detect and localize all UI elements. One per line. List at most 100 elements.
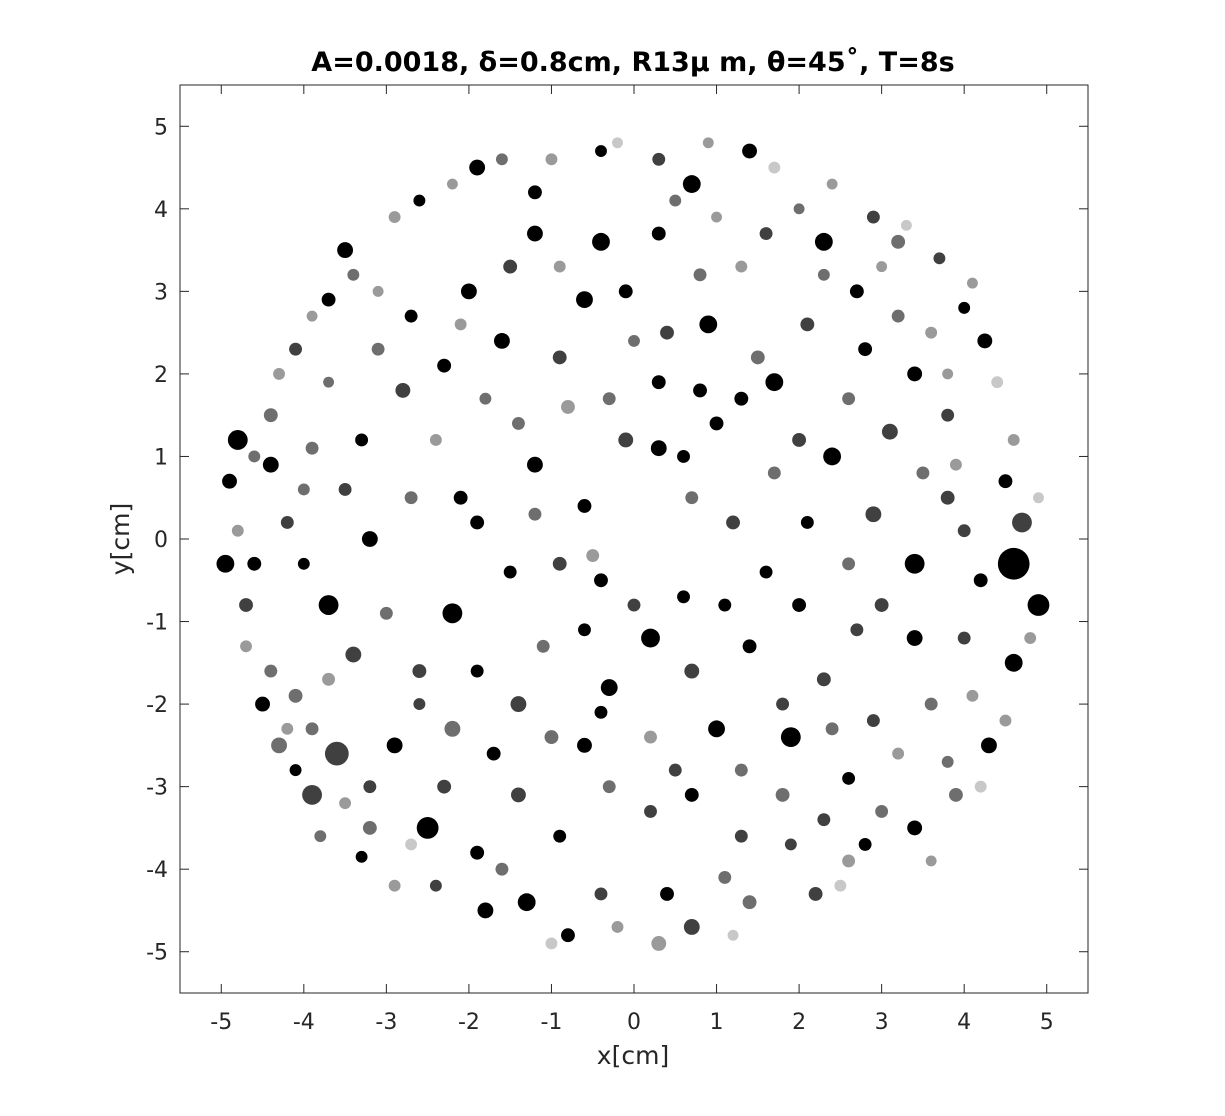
- data-point: [924, 697, 938, 711]
- data-point: [446, 178, 458, 190]
- data-point: [280, 516, 294, 529]
- data-point: [437, 358, 452, 373]
- data-point: [973, 573, 988, 588]
- data-point: [768, 161, 781, 174]
- data-point: [792, 598, 807, 612]
- data-point: [271, 737, 287, 754]
- data-point: [651, 226, 666, 241]
- chart-title: A=0.0018, δ=0.8cm, R13μ m, θ=45˚, T=8s: [311, 47, 954, 78]
- data-point: [800, 317, 815, 332]
- y-tick-label: 0: [154, 528, 168, 553]
- data-point: [216, 554, 235, 573]
- data-point: [479, 392, 492, 405]
- data-point: [429, 879, 442, 892]
- data-point: [858, 342, 873, 357]
- data-point: [545, 937, 558, 950]
- data-point: [460, 283, 477, 300]
- data-point: [668, 763, 682, 777]
- data-point: [240, 640, 252, 653]
- y-tick-label: 4: [154, 198, 168, 223]
- data-point: [302, 784, 322, 805]
- data-point: [527, 456, 543, 473]
- y-tick-label: 5: [154, 115, 168, 140]
- data-point: [800, 516, 814, 529]
- data-point: [527, 225, 543, 242]
- data-point: [517, 893, 536, 912]
- data-point: [784, 838, 797, 851]
- data-point: [711, 211, 722, 223]
- data-point: [263, 408, 278, 423]
- data-point: [528, 507, 542, 521]
- data-point: [866, 210, 880, 224]
- data-point: [248, 450, 261, 463]
- data-point: [371, 342, 385, 356]
- data-point: [503, 259, 518, 274]
- data-point: [305, 441, 319, 455]
- data-point: [281, 722, 294, 735]
- data-point: [849, 284, 864, 299]
- data-point: [553, 260, 566, 273]
- data-point: [594, 887, 608, 901]
- data-point: [379, 606, 393, 620]
- data-point: [734, 829, 748, 843]
- data-point: [734, 391, 749, 406]
- data-point: [288, 688, 303, 703]
- data-point: [958, 301, 971, 314]
- data-point: [442, 603, 463, 624]
- data-point: [650, 440, 667, 457]
- data-point: [314, 830, 327, 843]
- data-point: [323, 376, 335, 388]
- data-point: [470, 845, 485, 860]
- data-point: [817, 813, 831, 827]
- data-point: [345, 646, 362, 663]
- data-point: [595, 145, 607, 157]
- data-point: [742, 143, 757, 159]
- data-point: [578, 623, 591, 637]
- data-point: [444, 720, 461, 737]
- data-point: [891, 309, 905, 323]
- data-point: [404, 491, 418, 505]
- data-point: [708, 720, 725, 738]
- data-point: [925, 855, 937, 867]
- data-point: [297, 557, 310, 570]
- y-tick-label: -3: [146, 776, 168, 801]
- data-point: [297, 483, 310, 496]
- data-point: [511, 416, 525, 430]
- data-point: [495, 153, 508, 166]
- data-point: [503, 565, 517, 579]
- data-point: [611, 921, 624, 933]
- plot-area: [179, 84, 1089, 994]
- data-point: [765, 373, 784, 392]
- data-point: [355, 850, 368, 863]
- data-point: [618, 284, 633, 299]
- data-point: [941, 755, 954, 768]
- data-point: [412, 664, 427, 679]
- data-point: [727, 929, 739, 941]
- data-point: [404, 309, 418, 323]
- data-point: [816, 672, 831, 687]
- data-point: [477, 902, 494, 919]
- data-point: [577, 737, 592, 753]
- data-point: [561, 928, 575, 943]
- data-point: [372, 285, 384, 297]
- data-point: [998, 474, 1013, 489]
- data-point: [817, 268, 830, 281]
- data-point: [222, 473, 237, 489]
- data-point: [470, 664, 484, 678]
- data-point: [759, 565, 773, 579]
- y-tick-label: -1: [146, 611, 168, 636]
- data-point: [355, 433, 369, 447]
- data-point: [545, 153, 558, 166]
- data-point: [628, 334, 640, 347]
- data-point: [1033, 492, 1044, 504]
- data-point: [454, 318, 467, 331]
- x-tick-label: -1: [540, 1010, 562, 1035]
- data-point: [322, 672, 336, 686]
- data-point: [834, 879, 847, 892]
- data-point: [627, 598, 641, 612]
- data-point: [881, 423, 898, 440]
- data-point: [594, 705, 608, 719]
- data-point: [544, 730, 559, 745]
- data-point: [907, 366, 923, 382]
- data-point: [981, 737, 997, 754]
